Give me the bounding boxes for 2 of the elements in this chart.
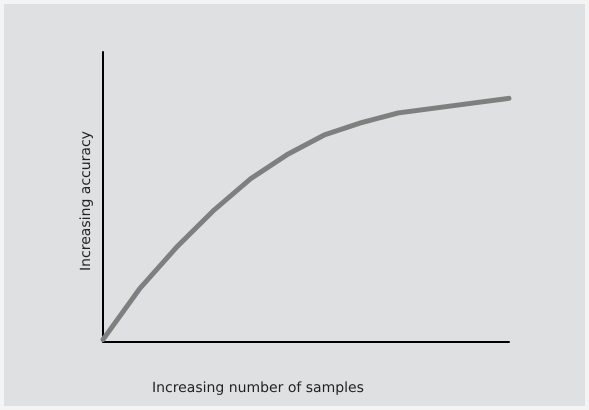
x-axis-title: Increasing number of samples — [152, 380, 364, 396]
y-axis-title: Increasing accuracy — [78, 131, 94, 271]
